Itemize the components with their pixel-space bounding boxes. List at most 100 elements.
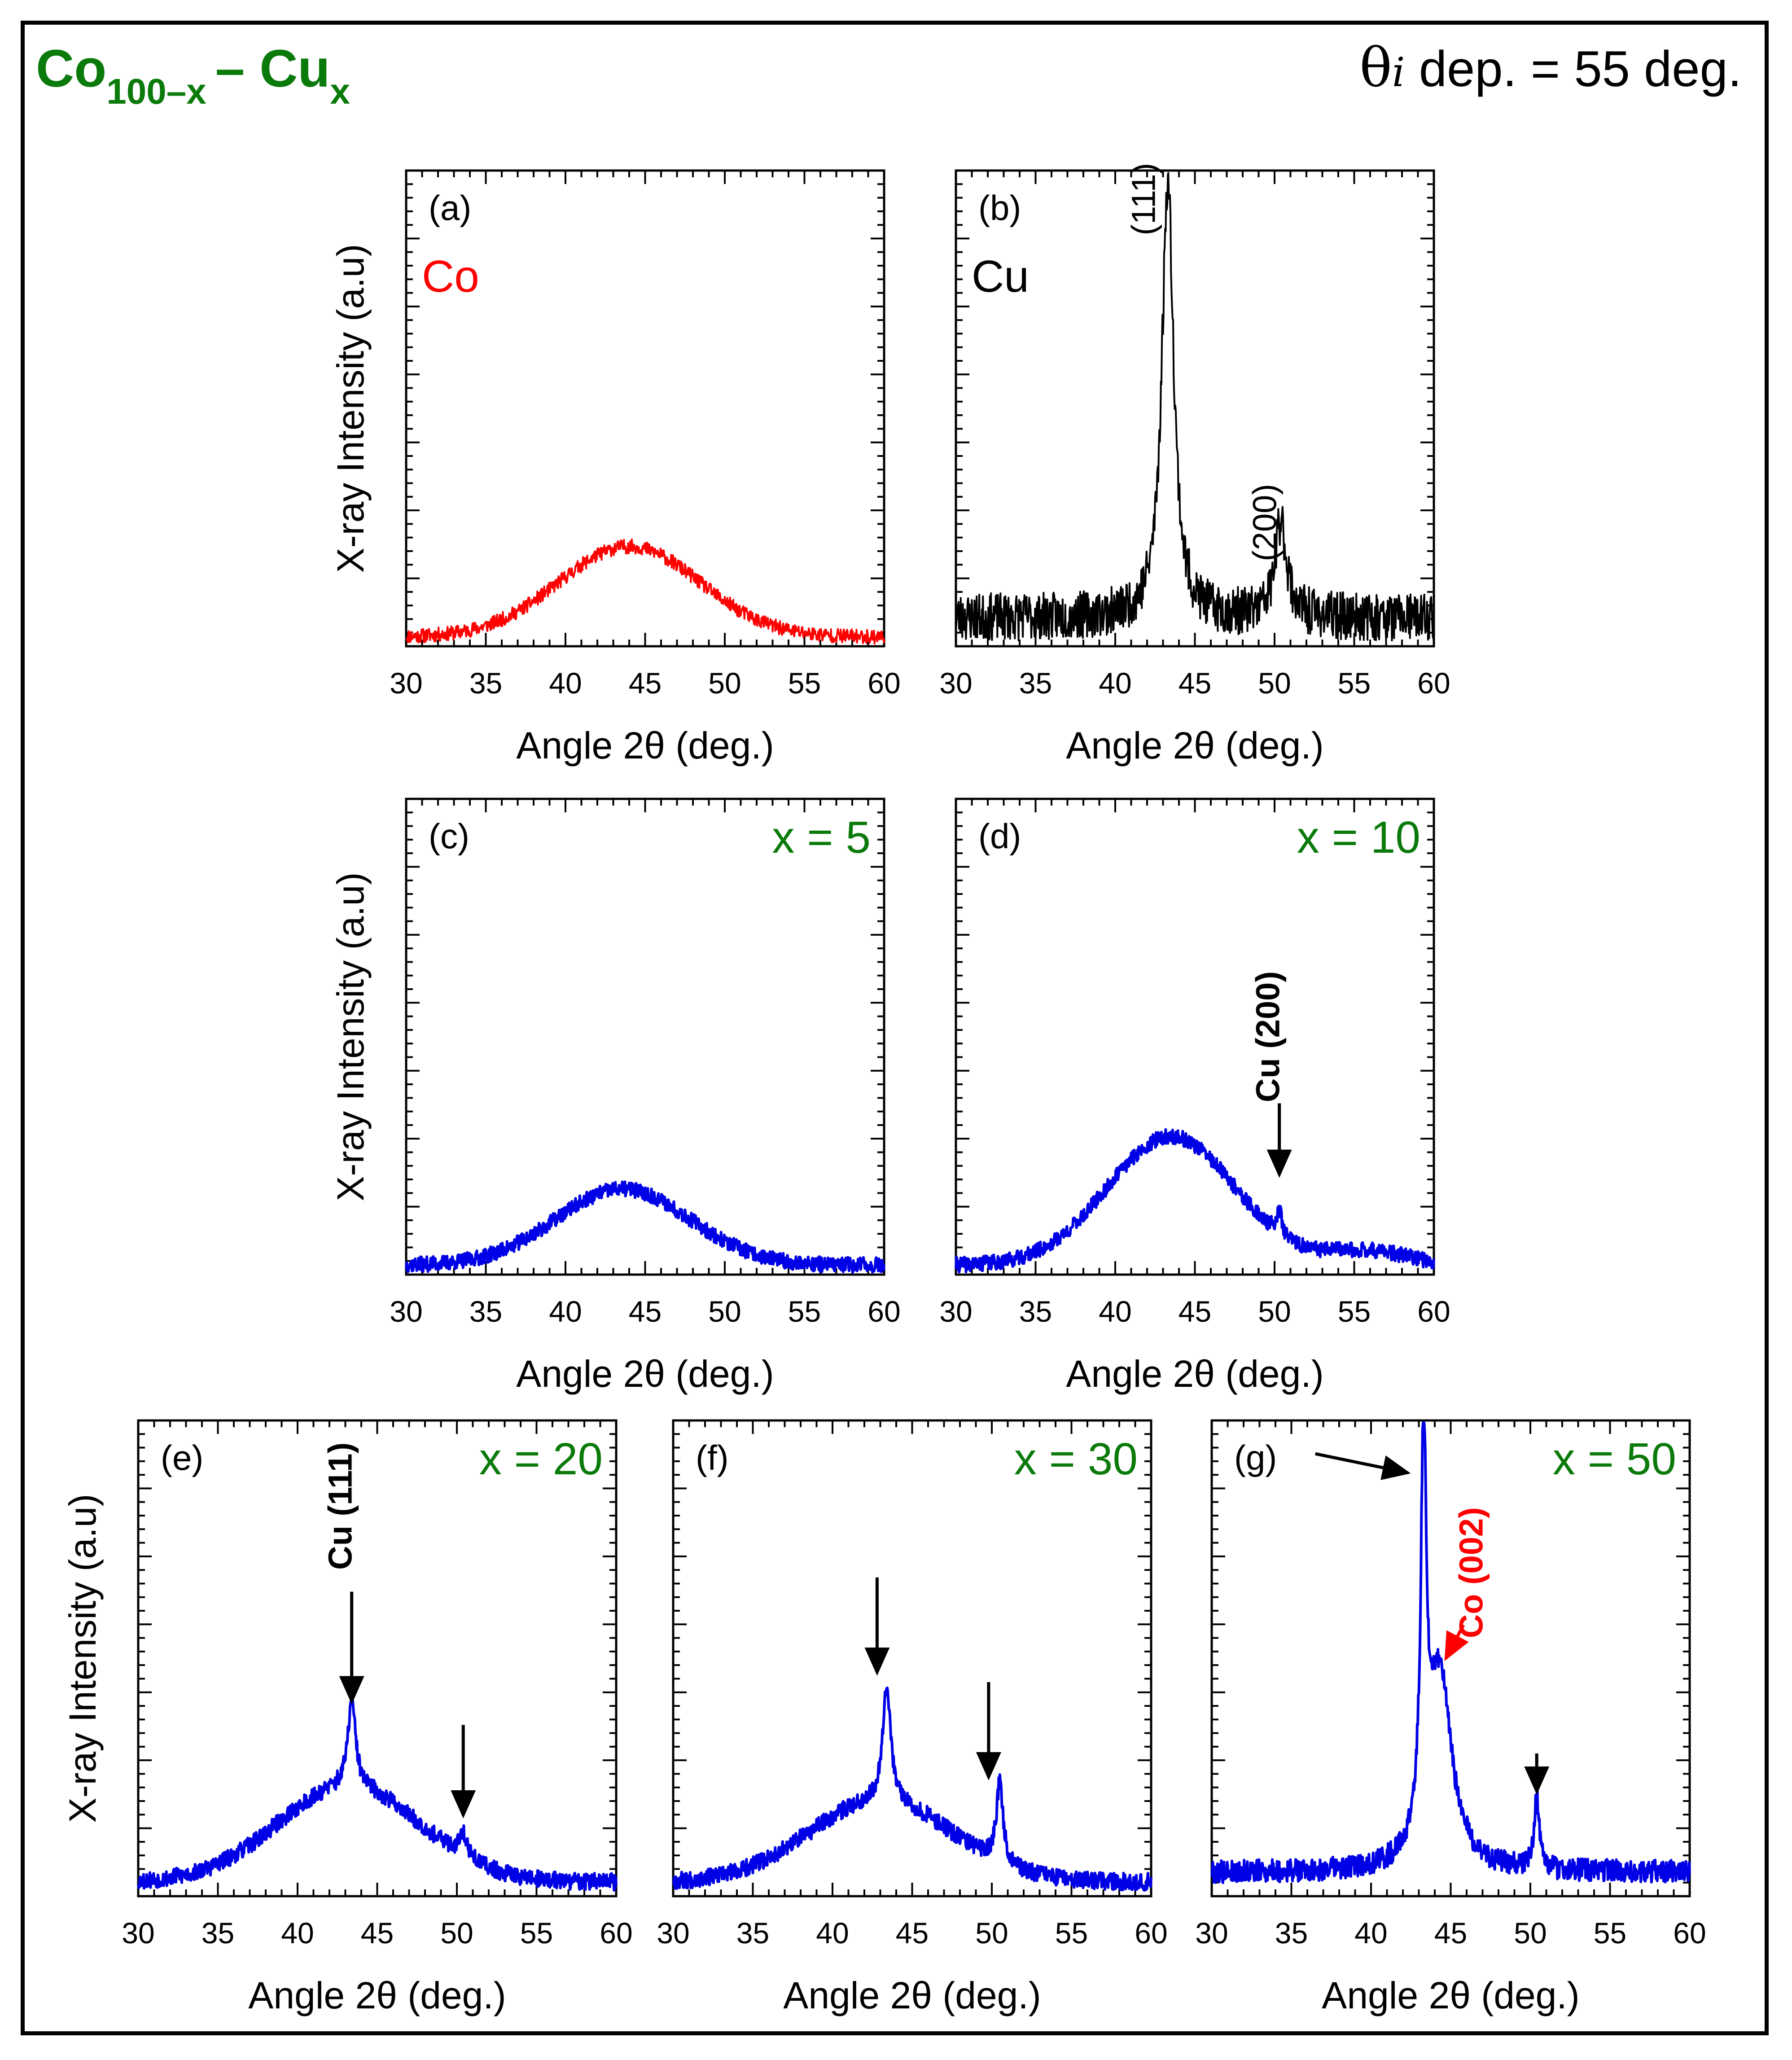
x-tick-label: 45: [1179, 1295, 1211, 1328]
x-tick-label: 55: [1338, 1295, 1371, 1328]
series-line-e: [137, 1696, 618, 1892]
formula-alloy: Cu: [259, 39, 330, 98]
peak-annotation: (200): [1246, 484, 1284, 561]
plot-frame: [405, 798, 885, 1276]
peak-arrow: [1444, 1624, 1469, 1661]
theta-subscript: i: [1392, 49, 1405, 96]
peak-annotation: Co (002): [1453, 1507, 1490, 1638]
x-tick-label: 30: [1195, 1916, 1228, 1950]
panel-letter: (e): [161, 1438, 203, 1477]
panel-letter: (g): [1234, 1438, 1277, 1477]
x-tick-label: 30: [939, 666, 972, 700]
x-tick-label: 40: [1099, 666, 1131, 700]
x-tick-label: 40: [549, 666, 582, 700]
x-tick-label: 50: [1514, 1916, 1547, 1950]
x-tick-label: 60: [600, 1916, 632, 1950]
plot-frame: [405, 169, 885, 648]
x-axis-label: Angle 2θ (deg.): [1066, 1353, 1323, 1395]
composition-label: x = 5: [772, 812, 871, 863]
x-tick-label: 30: [122, 1916, 154, 1950]
x-tick-label: 35: [1019, 666, 1052, 700]
series-line-b: [955, 172, 1435, 641]
x-tick-label: 55: [788, 1295, 821, 1328]
x-tick-label: 45: [361, 1916, 394, 1950]
x-tick-label: 45: [896, 1916, 929, 1950]
x-axis-label: Angle 2θ (deg.): [1066, 724, 1323, 767]
x-tick-label: 55: [788, 666, 821, 700]
x-tick-label: 45: [629, 1295, 662, 1328]
x-axis-label: Angle 2θ (deg.): [783, 1974, 1041, 2016]
x-tick-label: 60: [868, 1295, 900, 1328]
x-tick-label: 45: [1434, 1916, 1467, 1950]
deposition-angle-label: θi dep. = 55 deg.: [1360, 37, 1742, 99]
series-line-f: [672, 1686, 1152, 1892]
x-tick-label: 40: [549, 1295, 582, 1328]
chart-panel-e: 30 35 40 45 50 55 60 Angle 2θ (deg.) X-ray Inten…: [61, 1419, 633, 2016]
x-tick-label: 40: [281, 1916, 314, 1950]
peak-annotation: Cu (200): [1249, 971, 1287, 1102]
x-tick-label: 45: [1179, 666, 1211, 700]
x-tick-label: 30: [390, 1295, 422, 1328]
x-tick-label: 50: [975, 1916, 1008, 1950]
x-tick-label: 45: [629, 666, 662, 700]
figure-frame: [21, 21, 1769, 2035]
x-tick-label: 50: [1258, 1295, 1291, 1328]
x-tick-label: 30: [657, 1916, 689, 1950]
x-tick-label: 40: [816, 1916, 849, 1950]
x-tick-label: 60: [1135, 1916, 1167, 1950]
x-tick-label: 55: [520, 1916, 553, 1950]
plot-frame: [1210, 1419, 1691, 1898]
x-tick-label: 40: [1099, 1295, 1131, 1328]
x-tick-label: 35: [469, 666, 502, 700]
deposition-text: dep. = 55 deg.: [1419, 41, 1742, 97]
x-tick-label: 35: [469, 1295, 502, 1328]
panel-letter: (c): [429, 816, 469, 856]
panel-letter: (f): [696, 1438, 729, 1477]
peak-annotation: (111): [1125, 163, 1162, 236]
series-line-g: [1210, 1421, 1691, 1884]
chart-panel-d: 30 35 40 45 50 55 60 Angle 2θ (deg.) (d) x = 10 Cu…: [939, 798, 1450, 1395]
peak-annotation: Cu (111): [322, 1442, 359, 1570]
y-axis-label: X-ray Intensity (a.u): [329, 244, 372, 573]
element-label: Cu: [972, 251, 1029, 302]
composition-label: x = 50: [1553, 1434, 1676, 1484]
panel-letter: (a): [429, 188, 471, 228]
x-tick-label: 50: [708, 1295, 741, 1328]
chart-panel-c: 30 35 40 45 50 55 60 Angle 2θ (deg.) X-ray Inten…: [329, 798, 901, 1395]
x-axis-label: Angle 2θ (deg.): [516, 1353, 774, 1395]
panel-letter: (d): [978, 816, 1021, 856]
x-tick-label: 30: [939, 1295, 972, 1328]
theta-symbol: θ: [1359, 37, 1392, 99]
formula-base-subscript: 100–x: [106, 71, 206, 111]
chart-panel-f: 30 35 40 45 50 55 60 Angle 2θ (deg.) (f) x = 30: [657, 1419, 1168, 2016]
formula-dash: –: [215, 39, 245, 98]
plot-frame: [137, 1419, 618, 1898]
series-line-a: [405, 538, 885, 645]
formula-base: Co: [36, 39, 107, 98]
x-axis-label: Angle 2θ (deg.): [248, 1974, 506, 2016]
composition-label: x = 30: [1014, 1434, 1138, 1484]
plot-frame: [955, 169, 1435, 648]
x-tick-label: 55: [1055, 1916, 1088, 1950]
x-tick-label: 55: [1594, 1916, 1626, 1950]
chart-panel-b: 30 35 40 45 50 55 60 Angle 2θ (deg.) (b) Cu (111) (…: [939, 163, 1450, 767]
alloy-formula: Co100–x – Cux: [36, 38, 350, 111]
x-tick-label: 35: [1019, 1295, 1052, 1328]
x-tick-label: 50: [440, 1916, 473, 1950]
series-line-d: [955, 1128, 1435, 1274]
x-tick-label: 60: [1673, 1916, 1706, 1950]
element-label: Co: [422, 251, 479, 302]
panel-letter: (b): [978, 188, 1021, 228]
x-tick-label: 55: [1338, 666, 1371, 700]
x-axis-label: Angle 2θ (deg.): [1322, 1974, 1579, 2016]
plot-frame: [672, 1419, 1152, 1898]
composition-label: x = 10: [1297, 812, 1420, 863]
x-tick-label: 50: [1258, 666, 1291, 700]
x-tick-label: 60: [868, 666, 900, 700]
chart-panel-g: 30 35 40 45 50 55 60 Angle 2θ (deg.) (g) x = 50 Co…: [1195, 1419, 1706, 2016]
x-tick-label: 35: [202, 1916, 234, 1950]
plot-frame: [955, 798, 1435, 1276]
x-tick-label: 40: [1354, 1916, 1387, 1950]
x-tick-label: 35: [736, 1916, 769, 1950]
y-axis-label: X-ray Intensity (a.u): [61, 1494, 104, 1823]
